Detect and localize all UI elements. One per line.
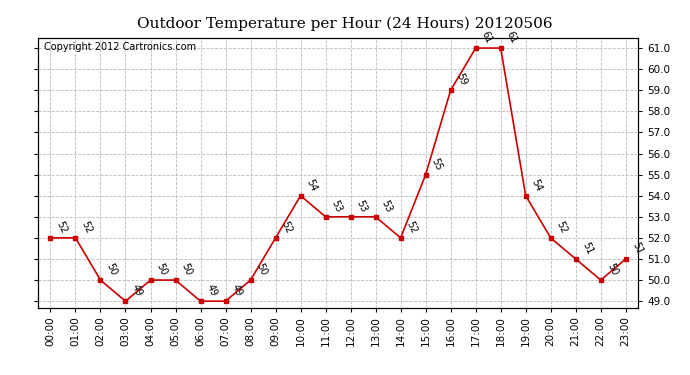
Text: 52: 52: [555, 219, 569, 235]
Text: 61: 61: [480, 30, 494, 45]
Text: 50: 50: [155, 262, 169, 277]
Text: Outdoor Temperature per Hour (24 Hours) 20120506: Outdoor Temperature per Hour (24 Hours) …: [137, 17, 553, 31]
Text: 54: 54: [305, 177, 319, 193]
Text: 50: 50: [605, 262, 619, 277]
Text: 50: 50: [255, 262, 269, 277]
Text: Copyright 2012 Cartronics.com: Copyright 2012 Cartronics.com: [44, 42, 196, 51]
Text: 53: 53: [330, 199, 344, 214]
Text: 53: 53: [355, 199, 369, 214]
Text: 49: 49: [130, 283, 144, 298]
Text: 51: 51: [580, 241, 594, 256]
Text: 52: 52: [79, 219, 94, 235]
Text: 59: 59: [455, 72, 469, 87]
Text: 61: 61: [505, 30, 519, 45]
Text: 52: 52: [405, 219, 419, 235]
Text: 52: 52: [279, 219, 294, 235]
Text: 55: 55: [430, 156, 444, 172]
Text: 50: 50: [105, 262, 119, 277]
Text: 50: 50: [179, 262, 194, 277]
Text: 52: 52: [55, 219, 69, 235]
Text: 53: 53: [380, 199, 394, 214]
Text: 51: 51: [630, 241, 644, 256]
Text: 49: 49: [205, 283, 219, 298]
Text: 54: 54: [530, 177, 544, 193]
Text: 49: 49: [230, 283, 244, 298]
